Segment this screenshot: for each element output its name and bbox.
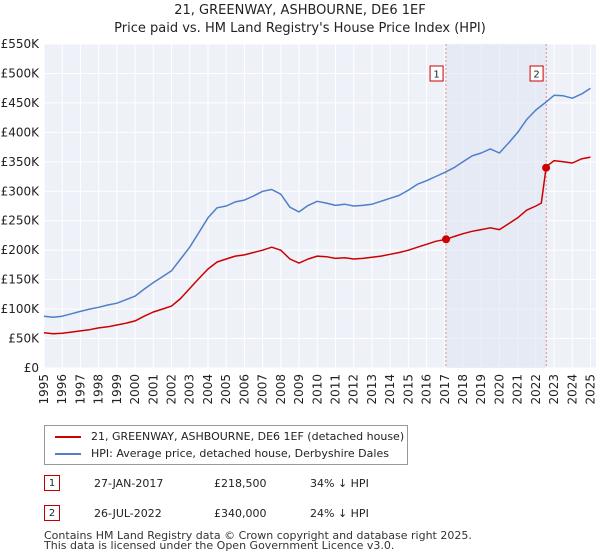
legend-label-property: 21, GREENWAY, ASHBOURNE, DE6 1EF (detach…	[91, 430, 405, 443]
y-tick-label: £500K	[1, 66, 41, 80]
x-tick-label: 2021	[511, 374, 525, 405]
x-tick-label: 2010	[310, 374, 324, 405]
y-tick-label: £450K	[1, 96, 41, 110]
transaction-number: 2	[44, 505, 60, 521]
transaction-row: 1 27-JAN-2017 £218,500 34% ↓ HPI	[44, 475, 464, 495]
x-tick-label: 2024	[565, 374, 579, 405]
x-axis: 1995 1996 1997 1998 1999 2000 2001 2002 2003 2004…	[37, 374, 598, 405]
transaction-date: 27-JAN-2017	[94, 477, 164, 490]
hpi-series-line	[43, 87, 591, 319]
legend-item-hpi: HPI: Average price, detached house, Derb…	[55, 447, 389, 460]
legend-item-property: 21, GREENWAY, ASHBOURNE, DE6 1EF (detach…	[55, 430, 404, 443]
x-tick-label: 2018	[456, 374, 470, 405]
sale-point	[542, 163, 551, 172]
x-tick-label: 2005	[219, 374, 233, 405]
x-tick-label: 1997	[73, 374, 87, 405]
y-tick-label: £400K	[1, 125, 41, 139]
x-tick-label: 2017	[438, 374, 452, 405]
x-tick-label: 2023	[547, 374, 561, 405]
property-series-line	[43, 156, 591, 335]
sale-bands	[445, 44, 547, 368]
transaction-price: £218,500	[214, 477, 267, 490]
x-tick-label: 1998	[92, 374, 106, 405]
transaction-date: 26-JUL-2022	[94, 507, 162, 520]
x-tick-label: 2007	[256, 374, 270, 405]
x-tick-label: 2002	[165, 374, 179, 405]
transaction-price: £340,000	[214, 507, 267, 520]
sale-period-shade	[446, 44, 547, 368]
footer-licence: This data is licensed under the Open Gov…	[44, 539, 395, 552]
y-axis: £0 £50K £100K £150K £200K £250K £300K £350K £400…	[1, 37, 41, 375]
x-tick-label: 2000	[128, 374, 142, 405]
x-tick-label: 2025	[584, 374, 598, 405]
y-tick-label: £50K	[8, 332, 40, 346]
x-tick-label: 2014	[383, 374, 397, 405]
y-tick-label: £250K	[1, 214, 41, 228]
y-tick-label: £550K	[1, 37, 41, 51]
chart-title: 21, GREENWAY, ASHBOURNE, DE6 1EF	[174, 3, 425, 18]
x-tick-label: 2006	[237, 374, 251, 405]
sale-point	[442, 235, 451, 244]
sale-label: 1	[433, 70, 439, 81]
x-tick-label: 1999	[110, 374, 124, 405]
x-tick-label: 2003	[183, 374, 197, 405]
y-tick-label: £350K	[1, 155, 41, 169]
x-tick-label: 2022	[529, 374, 543, 405]
x-tick-label: 2013	[365, 374, 379, 405]
transaction-hpi: 34% ↓ HPI	[310, 477, 369, 490]
y-tick-label: £150K	[1, 273, 41, 287]
footer-copyright: Contains HM Land Registry data © Crown c…	[44, 529, 472, 542]
x-tick-label: 2004	[201, 374, 215, 405]
sale-label-box	[429, 65, 444, 82]
legend: 21, GREENWAY, ASHBOURNE, DE6 1EF (detach…	[44, 425, 408, 465]
transaction-number: 1	[44, 475, 60, 491]
x-tick-label: 2020	[492, 374, 506, 405]
price-chart: 21, GREENWAY, ASHBOURNE, DE6 1EF Price p…	[1, 3, 598, 405]
transaction-row: 2 26-JUL-2022 £340,000 24% ↓ HPI	[44, 505, 464, 525]
transaction-hpi: 24% ↓ HPI	[310, 507, 369, 520]
sale-label-box	[529, 65, 544, 82]
y-tick-label: £300K	[1, 184, 41, 198]
y-tick-label: £200K	[1, 243, 41, 257]
legend-swatch-property	[55, 436, 81, 438]
footer: Contains HM Land Registry data © Crown c…	[44, 529, 472, 552]
x-tick-label: 2009	[292, 374, 306, 405]
legend-swatch-hpi	[55, 453, 81, 455]
chart-subtitle: Price paid vs. HM Land Registry's House …	[114, 21, 486, 36]
x-tick-label: 1996	[55, 374, 69, 405]
x-tick-label: 1995	[37, 374, 51, 405]
x-tick-label: 2011	[328, 374, 342, 405]
x-tick-label: 2016	[420, 374, 434, 405]
x-tick-label: 2008	[274, 374, 288, 405]
x-tick-label: 2001	[146, 374, 160, 405]
x-tick-label: 2015	[401, 374, 415, 405]
x-tick-label: 2019	[474, 374, 488, 405]
legend-label-hpi: HPI: Average price, detached house, Derb…	[91, 447, 389, 460]
y-tick-label: £100K	[1, 302, 41, 316]
chart-lines	[43, 87, 591, 335]
x-tick-label: 2012	[347, 374, 361, 405]
sale-label: 2	[533, 70, 539, 81]
y-tick-label: £0	[24, 361, 39, 375]
